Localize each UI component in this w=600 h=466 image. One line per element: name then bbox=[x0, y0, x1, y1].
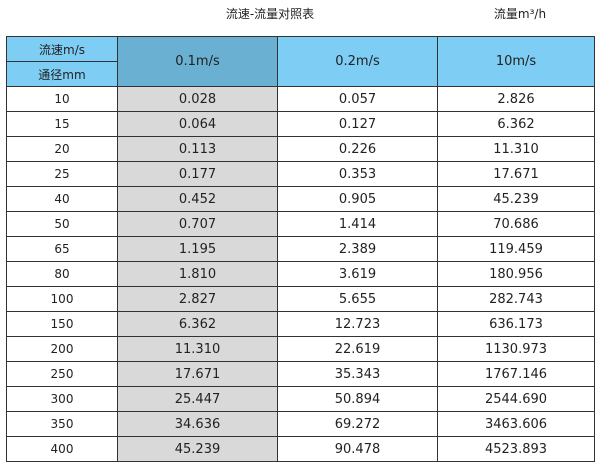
flow-cell: 5.655 bbox=[277, 286, 438, 312]
flow-cell: 2.389 bbox=[277, 236, 438, 262]
diameter-cell: 50 bbox=[6, 211, 118, 237]
flow-cell: 1.810 bbox=[117, 261, 278, 287]
flow-cell: 0.127 bbox=[277, 111, 438, 137]
flow-cell: 119.459 bbox=[437, 236, 595, 262]
flow-cell: 0.707 bbox=[117, 211, 278, 237]
diameter-cell: 10 bbox=[6, 86, 118, 112]
flow-cell: 636.173 bbox=[437, 311, 595, 337]
table-row: 65 1.195 2.389 119.459 bbox=[6, 236, 595, 262]
flow-cell: 6.362 bbox=[117, 311, 278, 337]
table-row: 10 0.028 0.057 2.826 bbox=[6, 86, 595, 112]
flow-cell: 0.452 bbox=[117, 186, 278, 212]
table-row: 20 0.113 0.226 11.310 bbox=[6, 136, 595, 162]
flow-cell: 180.956 bbox=[437, 261, 595, 287]
diameter-header: 通径mm bbox=[6, 61, 118, 87]
diameter-cell: 40 bbox=[6, 186, 118, 212]
flow-cell: 0.064 bbox=[117, 111, 278, 137]
flow-cell: 3463.606 bbox=[437, 411, 595, 437]
table-row: 350 34.636 69.272 3463.606 bbox=[6, 411, 595, 437]
flow-cell: 11.310 bbox=[437, 136, 595, 162]
table-title: 流速-流量对照表 bbox=[225, 7, 315, 21]
table-row: 250 17.671 35.343 1767.146 bbox=[6, 361, 595, 387]
flow-cell: 0.905 bbox=[277, 186, 438, 212]
diameter-cell: 400 bbox=[6, 436, 118, 462]
flow-cell: 90.478 bbox=[277, 436, 438, 462]
diameter-cell: 20 bbox=[6, 136, 118, 162]
flow-cell: 35.343 bbox=[277, 361, 438, 387]
diameter-cell: 80 bbox=[6, 261, 118, 287]
flow-cell: 1.195 bbox=[117, 236, 278, 262]
velocity-header: 流速m/s bbox=[6, 36, 118, 62]
flow-cell: 50.894 bbox=[277, 386, 438, 412]
flow-cell: 25.447 bbox=[117, 386, 278, 412]
diameter-cell: 300 bbox=[6, 386, 118, 412]
flow-cell: 0.057 bbox=[277, 86, 438, 112]
flow-cell: 282.743 bbox=[437, 286, 595, 312]
diameter-cell: 200 bbox=[6, 336, 118, 362]
flow-cell: 2544.690 bbox=[437, 386, 595, 412]
flow-cell: 17.671 bbox=[437, 161, 595, 187]
unit-label: 流量m³/h bbox=[493, 7, 547, 21]
flow-cell: 45.239 bbox=[117, 436, 278, 462]
flow-cell: 1.414 bbox=[277, 211, 438, 237]
flow-cell: 0.028 bbox=[117, 86, 278, 112]
table-row: 40 0.452 0.905 45.239 bbox=[6, 186, 595, 212]
table-row: 400 45.239 90.478 4523.893 bbox=[6, 436, 595, 462]
diameter-cell: 250 bbox=[6, 361, 118, 387]
table-row: 200 11.310 22.619 1130.973 bbox=[6, 336, 595, 362]
table-row: 80 1.810 3.619 180.956 bbox=[6, 261, 595, 287]
flow-cell: 2.826 bbox=[437, 86, 595, 112]
table-row: 150 6.362 12.723 636.173 bbox=[6, 311, 595, 337]
flow-cell: 22.619 bbox=[277, 336, 438, 362]
flow-cell: 0.177 bbox=[117, 161, 278, 187]
flow-cell: 1130.973 bbox=[437, 336, 595, 362]
flow-cell: 11.310 bbox=[117, 336, 278, 362]
flow-cell: 1767.146 bbox=[437, 361, 595, 387]
flow-cell: 70.686 bbox=[437, 211, 595, 237]
table-row: 15 0.064 0.127 6.362 bbox=[6, 111, 595, 137]
flow-cell: 0.113 bbox=[117, 136, 278, 162]
flow-cell: 0.226 bbox=[277, 136, 438, 162]
flow-cell: 17.671 bbox=[117, 361, 278, 387]
table-row: 300 25.447 50.894 2544.690 bbox=[6, 386, 595, 412]
diameter-cell: 25 bbox=[6, 161, 118, 187]
table-row: 25 0.177 0.353 17.671 bbox=[6, 161, 595, 187]
column-header-10: 10m/s bbox=[437, 36, 595, 87]
flow-cell: 45.239 bbox=[437, 186, 595, 212]
diameter-cell: 150 bbox=[6, 311, 118, 337]
flow-cell: 2.827 bbox=[117, 286, 278, 312]
table-row: 100 2.827 5.655 282.743 bbox=[6, 286, 595, 312]
flow-cell: 6.362 bbox=[437, 111, 595, 137]
flow-cell: 0.353 bbox=[277, 161, 438, 187]
velocity-flow-table: 流速m/s 0.1m/s 0.2m/s 10m/s 通径mm 10 0.028 0.… bbox=[6, 36, 595, 462]
column-header-0.2: 0.2m/s bbox=[277, 36, 438, 87]
flow-cell: 3.619 bbox=[277, 261, 438, 287]
diameter-cell: 350 bbox=[6, 411, 118, 437]
flow-cell: 34.636 bbox=[117, 411, 278, 437]
flow-cell: 12.723 bbox=[277, 311, 438, 337]
flow-cell: 69.272 bbox=[277, 411, 438, 437]
flow-cell: 4523.893 bbox=[437, 436, 595, 462]
diameter-cell: 15 bbox=[6, 111, 118, 137]
table-row: 50 0.707 1.414 70.686 bbox=[6, 211, 595, 237]
column-header-0.1: 0.1m/s bbox=[117, 36, 278, 87]
diameter-cell: 65 bbox=[6, 236, 118, 262]
diameter-cell: 100 bbox=[6, 286, 118, 312]
